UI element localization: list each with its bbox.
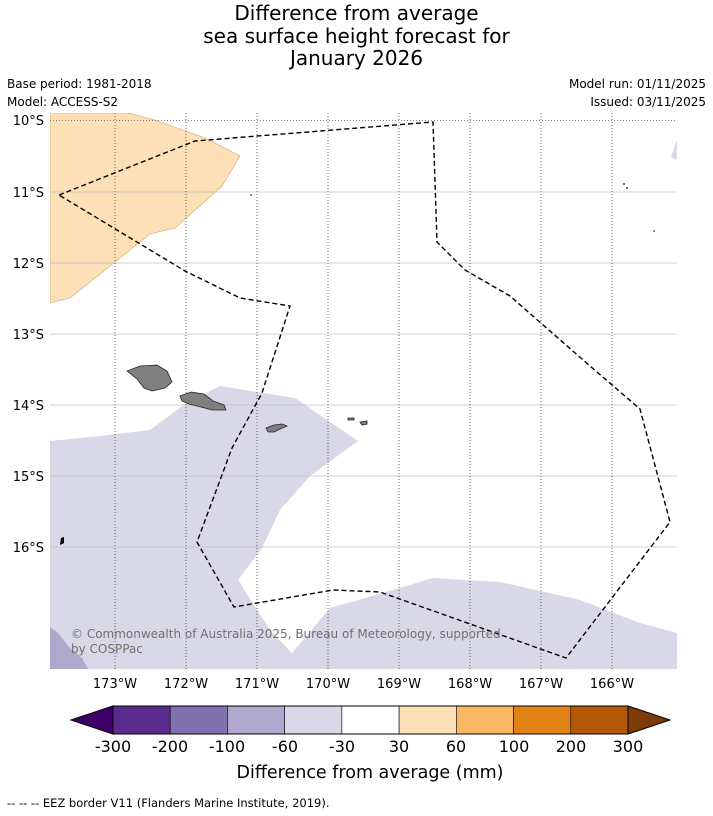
islet-tokelau-a <box>623 183 625 185</box>
lon-labels: 173°W 172°W 171°W 170°W 169°W 168°W 167°… <box>93 677 634 692</box>
lat-label: 12°S <box>13 257 44 272</box>
lon-label: 167°W <box>519 677 563 692</box>
colorbar-ticks: -300 -200 -100 -60 -30 30 60 100 200 300 <box>95 737 643 756</box>
eez-border-north <box>58 121 671 659</box>
title-line-1: Difference from average <box>234 1 479 25</box>
lat-label: 14°S <box>13 399 44 414</box>
colorbar-segment <box>169 705 228 735</box>
colorbar-segment <box>456 705 514 735</box>
colorbar-tick-label: 100 <box>499 737 530 756</box>
issued-date: Issued: 03/11/2025 <box>590 95 706 109</box>
lon-label: 166°W <box>590 677 634 692</box>
islet-tokelau-b <box>626 187 628 189</box>
lat-gridlines <box>50 191 677 548</box>
colorbar-tick-label: -200 <box>152 737 188 756</box>
colorbar-left-extension <box>69 705 114 735</box>
colorbar-tick-label: 200 <box>556 737 587 756</box>
meta-right: Model run: 01/11/2025 Issued: 03/11/2025 <box>569 75 706 111</box>
islet-wallis <box>60 537 64 545</box>
colorbar-tick-label: -60 <box>272 737 298 756</box>
colorbar: -300 -200 -100 -60 -30 30 60 100 200 300… <box>69 705 672 783</box>
islet-swains <box>250 194 252 196</box>
lat-label: 11°S <box>13 186 44 201</box>
colorbar-tick-label: -100 <box>209 737 245 756</box>
island-tutuila <box>265 423 289 433</box>
lat-labels: 10°S 11°S 12°S 13°S 14°S 15°S 16°S <box>13 114 44 556</box>
eez-borders <box>58 121 671 659</box>
lat-label: 16°S <box>13 541 44 556</box>
model-run: Model run: 01/11/2025 <box>568 77 706 91</box>
island-savaii <box>126 364 173 392</box>
lon-label: 171°W <box>235 677 279 692</box>
colorbar-segment <box>398 705 457 735</box>
base-period: Base period: 1981-2018 <box>7 77 152 91</box>
island-tau <box>359 420 368 426</box>
colorbar-label: Difference from average (mm) <box>236 763 503 783</box>
meta-left: Base period: 1981-2018 Model: ACCESS-S2 <box>7 75 152 111</box>
anomaly-region-negative-light <box>50 386 677 669</box>
map-title: Difference from average sea surface heig… <box>0 2 713 70</box>
islet-tokelau-c <box>653 230 655 232</box>
colorbar-segment <box>112 705 171 735</box>
title-line-3: January 2026 <box>289 46 424 70</box>
lon-label: 170°W <box>306 677 350 692</box>
copyright-line-2: by COSPPac <box>71 642 143 656</box>
island-ofu <box>347 417 355 421</box>
island-upolu <box>179 391 227 411</box>
colorbar-segment <box>513 705 572 735</box>
colorbar-segment <box>341 705 400 735</box>
anomaly-region-edge <box>671 140 677 160</box>
footer-note: -- -- -- EEZ border V11 (Flanders Marine… <box>7 796 330 810</box>
colorbar-segments <box>112 705 629 735</box>
model-name: Model: ACCESS-S2 <box>7 95 119 109</box>
lon-label: 169°W <box>377 677 421 692</box>
title-line-2: sea surface height forecast for <box>203 23 510 48</box>
colorbar-tick-label: -300 <box>95 737 131 756</box>
colorbar-tick-label: 30 <box>389 737 409 756</box>
land <box>60 183 655 545</box>
colorbar-segment <box>284 705 343 735</box>
lat-label: 10°S <box>13 114 44 129</box>
colorbar-outline <box>112 705 629 735</box>
colorbar-segment <box>227 705 285 735</box>
lat-label: 15°S <box>13 470 44 485</box>
lat-label: 13°S <box>13 328 44 343</box>
colorbar-tick-label: 300 <box>613 737 644 756</box>
colorbar-segment <box>570 705 629 735</box>
copyright-line-1: © Commonwealth of Australia 2025, Bureau… <box>71 627 501 641</box>
map-area: © Commonwealth of Australia 2025, Bureau… <box>50 113 677 669</box>
lon-label: 168°W <box>448 677 492 692</box>
lon-label: 172°W <box>164 677 208 692</box>
colorbar-right-extension <box>627 705 672 735</box>
colorbar-tick-label: 60 <box>446 737 466 756</box>
anomaly-region-positive <box>50 113 241 304</box>
colorbar-tick-label: -30 <box>329 737 355 756</box>
anomaly-region-negative-dark <box>50 627 88 669</box>
lon-label: 173°W <box>93 677 137 692</box>
